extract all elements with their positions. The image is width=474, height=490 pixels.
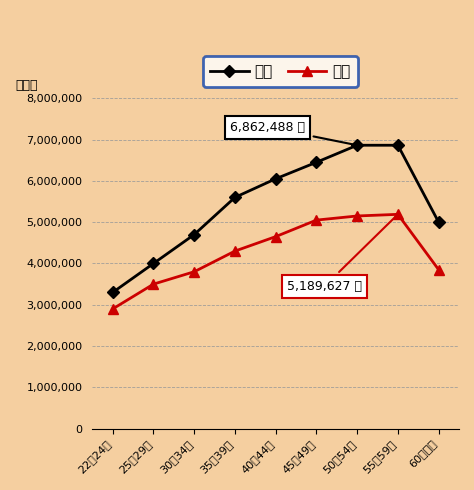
女性	[355, 213, 360, 219]
男性	[151, 261, 156, 267]
男性	[191, 232, 197, 238]
Line: 男性: 男性	[109, 141, 443, 296]
男性	[436, 219, 441, 225]
男性	[273, 176, 279, 182]
男性	[355, 142, 360, 148]
女性	[395, 211, 401, 217]
女性	[273, 234, 279, 240]
男性	[232, 195, 238, 200]
女性	[110, 306, 116, 312]
Legend: 男性, 女性: 男性, 女性	[203, 56, 358, 87]
Text: 6,862,488 円: 6,862,488 円	[230, 121, 355, 145]
Text: 5,189,627 円: 5,189,627 円	[287, 216, 396, 293]
男性	[314, 159, 319, 165]
女性	[436, 267, 441, 272]
男性	[395, 142, 401, 148]
女性	[232, 248, 238, 254]
女性	[191, 269, 197, 275]
女性	[151, 281, 156, 287]
Line: 女性: 女性	[108, 209, 444, 314]
女性	[314, 217, 319, 223]
男性	[110, 290, 116, 295]
Y-axis label: （円）: （円）	[15, 79, 37, 92]
